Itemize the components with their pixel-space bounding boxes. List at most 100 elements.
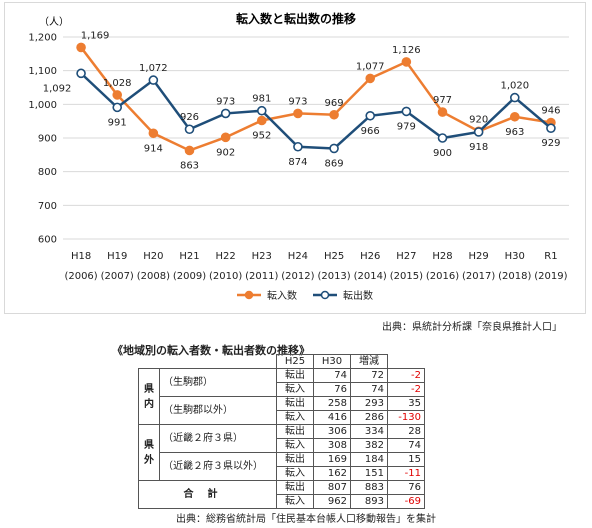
x-tick-year-label: (2011) xyxy=(245,271,278,282)
y-tick-label: 1,200 xyxy=(28,33,57,44)
data-label: 918 xyxy=(469,142,488,153)
x-tick-label: H21 xyxy=(179,251,199,262)
data-point xyxy=(220,108,231,119)
data-label: 973 xyxy=(216,96,235,107)
in-h25: 308 xyxy=(313,438,351,453)
out-change: -2 xyxy=(387,368,425,383)
x-tick-label: R1 xyxy=(544,251,557,262)
x-tick-year-label: (2012) xyxy=(281,271,314,282)
out-change: 15 xyxy=(387,452,425,467)
series-group: 1,169 1,028 914 863 902 952 973 969 1,077 1,126 97… xyxy=(43,30,561,171)
x-tick-year-label: (2014) xyxy=(354,271,387,282)
table-title: 《地域別の転入者数・転出者数の推移》 xyxy=(112,344,310,357)
in-change: -2 xyxy=(387,382,425,397)
data-point xyxy=(329,109,339,120)
series-line-in xyxy=(80,46,552,152)
total-out-h25: 807 xyxy=(313,480,351,495)
x-tick-year-label: (2018) xyxy=(498,271,531,282)
data-label: 966 xyxy=(361,126,380,137)
total-in-h25: 962 xyxy=(313,494,351,509)
y-axis-ticks: 600 700 800 900 1,000 1,100 1,200 xyxy=(28,33,57,246)
legend-label: 転入数 xyxy=(267,289,297,302)
data-label: 914 xyxy=(144,143,163,154)
x-tick-label: H19 xyxy=(107,251,127,262)
data-label: 1,020 xyxy=(500,81,529,92)
area-label: （生駒郡以外） xyxy=(159,396,266,425)
out-h30: 334 xyxy=(350,424,388,439)
data-label: 979 xyxy=(397,121,416,132)
data-label: 1,028 xyxy=(103,78,132,89)
data-label: 1,169 xyxy=(81,30,110,41)
series-line-out xyxy=(80,72,552,150)
data-label: 1,072 xyxy=(139,63,168,74)
out-h25: 74 xyxy=(313,368,351,383)
kind-in: 転入 xyxy=(276,382,314,397)
data-point xyxy=(365,73,376,84)
data-label: 969 xyxy=(325,98,344,109)
data-label: 902 xyxy=(216,147,235,158)
x-tick-year-label: (2019) xyxy=(534,271,567,282)
data-point xyxy=(365,110,376,121)
in-change: 74 xyxy=(387,438,425,453)
line-chart: 転入数と転出数の推移 （人） 600 700 800 900 1,000 1,100 1,2… xyxy=(28,11,569,302)
x-tick-label: H25 xyxy=(324,251,344,262)
x-tick-year-label: (2013) xyxy=(317,271,350,282)
data-label: 963 xyxy=(505,127,524,138)
out-change: 28 xyxy=(387,424,425,439)
gridlines xyxy=(63,36,569,240)
data-point xyxy=(76,42,86,53)
table-row: （近畿２府３県以外） 転出 169 184 15 xyxy=(139,452,425,481)
total-row: 転入 962 893 -69 xyxy=(139,494,425,509)
data-label: 991 xyxy=(108,117,127,128)
data-label: 981 xyxy=(252,94,271,105)
data-point xyxy=(220,132,231,143)
x-tick-label: H27 xyxy=(396,251,416,262)
data-label: 973 xyxy=(288,96,307,107)
out-h30: 293 xyxy=(350,396,388,411)
kind-out: 転出 xyxy=(276,396,314,411)
in-h30: 382 xyxy=(350,438,388,453)
legend-marker xyxy=(244,290,254,300)
x-tick-year-label: (2007) xyxy=(101,271,134,282)
y-tick-label: 700 xyxy=(38,201,57,212)
total-in-change: -69 xyxy=(387,494,425,509)
kind-in: 転入 xyxy=(276,438,314,453)
x-tick-label: H30 xyxy=(505,251,525,262)
spacer xyxy=(266,452,277,481)
data-label: 900 xyxy=(433,148,452,159)
data-point xyxy=(293,141,303,152)
kind-in: 転入 xyxy=(276,466,314,481)
data-point xyxy=(148,75,159,85)
table-row: 転入 162 151 -11 xyxy=(139,466,425,481)
in-change: -11 xyxy=(387,466,425,481)
table-row: 県内（生駒郡） 転出 74 72 -2 xyxy=(138,368,425,425)
table-row: 転入 416 286 -130 xyxy=(139,410,425,425)
kind-out: 転出 xyxy=(276,424,314,439)
data-point xyxy=(437,133,448,143)
x-tick-year-label: (2006) xyxy=(64,271,97,282)
x-tick-label: H24 xyxy=(288,251,308,262)
data-label: 874 xyxy=(288,157,307,168)
kind-out: 転出 xyxy=(276,480,314,495)
y-unit-label: （人） xyxy=(39,16,69,28)
data-point xyxy=(76,68,86,79)
data-point xyxy=(329,143,339,154)
data-point xyxy=(401,57,412,67)
chart-title: 転入数と転出数の推移 xyxy=(236,11,356,26)
x-tick-label: H26 xyxy=(360,251,380,262)
x-tick-label: H23 xyxy=(252,251,272,262)
data-point xyxy=(256,115,267,126)
data-label: 926 xyxy=(180,112,199,123)
table-row: （生駒郡以外） 転出 258 293 35 xyxy=(139,396,425,425)
x-tick-label: H20 xyxy=(143,251,163,262)
header-blank xyxy=(138,354,277,369)
y-tick-label: 1,000 xyxy=(28,100,57,111)
chart-frame: 転入数と転出数の推移 （人） 600 700 800 900 1,000 1,100 1,2… xyxy=(4,2,586,314)
data-label: 1,077 xyxy=(356,61,385,72)
area-label: （近畿２府３県） xyxy=(159,424,266,453)
data-label: 952 xyxy=(252,130,271,141)
region-group-label: 県内 xyxy=(138,368,160,425)
total-row: 合計 転出 807 883 76 xyxy=(138,480,425,509)
in-h30: 151 xyxy=(350,466,388,481)
table-header-row: H25 H30 増減 xyxy=(138,354,425,369)
